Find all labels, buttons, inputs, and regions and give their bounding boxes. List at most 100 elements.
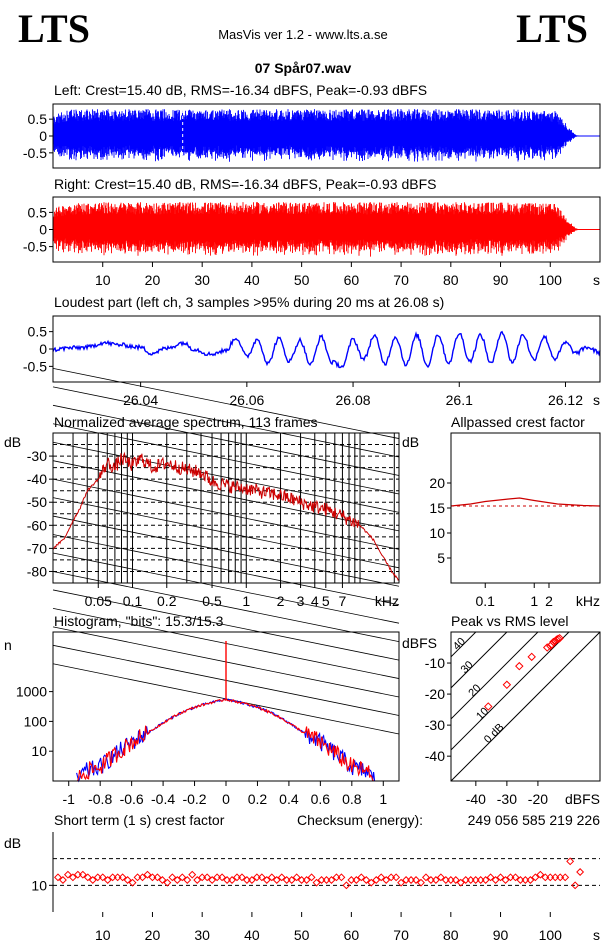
short-term-crest-ytick-label: 10	[31, 877, 47, 893]
allpassed-xtick-label: 2	[545, 593, 553, 609]
short-term-crest-point	[342, 881, 351, 890]
short-term-crest-point	[118, 873, 127, 882]
peak-vs-rms-plot: 40 30 20 100 dB dBFS dBFS -10 -20 -30 -40 -40 -30 -2…	[402, 631, 601, 807]
allpassed-x-unit: kHz	[576, 593, 600, 609]
short-term-crest-point	[551, 873, 560, 882]
spectrum-ytick-label: -70	[27, 540, 47, 556]
loudest-ytick-label: 0	[39, 341, 47, 357]
short-term-crest-point	[68, 873, 77, 882]
allpassed-crest-plot: dB 20 15 10 5 0.1 1 2 kHz	[402, 432, 601, 609]
short-term-crest-point	[193, 876, 202, 884]
short-term-crest-point	[108, 873, 117, 882]
short-term-crest-xtick-label: 50	[294, 927, 310, 943]
left-ytick-label: 0.5	[28, 111, 48, 127]
short-term-crest-point	[521, 876, 530, 884]
short-term-crest-point	[242, 876, 251, 884]
loudest-xtick-label: 26.04	[123, 392, 158, 408]
short-term-crest-point	[466, 876, 475, 884]
right-xtick-label: 10	[95, 272, 111, 288]
short-term-crest-point	[531, 873, 540, 882]
short-term-crest-xtick-label: 70	[393, 927, 409, 943]
short-term-crest-xtick-label: 100	[539, 927, 563, 943]
histogram-ytick-label: 10	[31, 743, 47, 759]
spectrum-xtick-label: 0.1	[123, 593, 143, 609]
spectrum-slope-line	[52, 404, 400, 476]
short-term-crest-point	[377, 873, 386, 882]
short-term-crest-point	[362, 876, 371, 884]
short-term-crest-point	[431, 876, 440, 884]
short-term-crest-point	[481, 876, 490, 884]
histogram-xtick-label: 0.6	[311, 791, 331, 807]
short-term-crest-point	[317, 876, 326, 884]
app-title: MasVis ver 1.2 - www.lts.a.se	[218, 27, 388, 42]
short-term-crest-point	[58, 876, 67, 884]
short-term-crest-point	[541, 873, 550, 882]
allpassed-crest-title: Allpassed crest factor	[451, 414, 585, 430]
short-term-crest-xtick-label: 40	[244, 927, 260, 943]
short-term-crest-point	[247, 876, 256, 884]
histogram-xtick-label: 0	[222, 791, 230, 807]
short-term-crest-point	[133, 873, 142, 882]
short-term-crest-point	[471, 876, 480, 884]
peak-vs-rms-ylabel: dBFS	[402, 635, 437, 651]
loudest-part-title: Loudest part (left ch, 3 samples >95% du…	[54, 294, 444, 310]
allpassed-xtick-label: 0.1	[476, 593, 496, 609]
spectrum-xtick-label: 0.2	[157, 593, 177, 609]
short-term-crest-point	[412, 876, 420, 884]
file-name: 07 Spår07.wav	[255, 60, 352, 76]
short-term-crest-point	[198, 873, 207, 882]
peak-vs-rms-point	[553, 634, 563, 644]
peak-vs-rms-diagonal-label: 20	[466, 682, 483, 699]
short-term-crest-title: Short term (1 s) crest factor	[54, 812, 225, 828]
peak-vs-rms-xlabel: dBFS	[565, 791, 600, 807]
spectrum-frame	[52, 432, 400, 584]
short-term-crest-point	[128, 878, 137, 887]
short-term-crest-point	[571, 881, 580, 890]
short-term-crest-point	[496, 873, 505, 882]
right-xtick-label: 60	[344, 272, 360, 288]
short-term-crest-point	[446, 876, 455, 884]
short-term-crest-point	[302, 876, 311, 884]
short-term-crest-xtick-label: 20	[145, 927, 161, 943]
short-term-crest-xtick-label: 60	[344, 927, 360, 943]
allpassed-xtick-label: 1	[530, 593, 538, 609]
peak-vs-rms-diagonal	[451, 632, 600, 781]
histogram-ytick-label: 1000	[16, 684, 47, 700]
right-ytick-label: 0	[39, 222, 47, 238]
short-term-crest-point	[103, 876, 112, 884]
short-term-crest-point	[322, 876, 331, 884]
spectrum-xtick-label: 0.05	[85, 593, 112, 609]
allpassed-ytick-label: 5	[437, 550, 445, 566]
spectrum-trace	[52, 451, 400, 581]
checksum-value: 249 056 585 219 226	[468, 812, 601, 828]
short-term-crest-point	[392, 873, 401, 882]
short-term-crest-point	[88, 876, 97, 884]
short-term-crest-point	[223, 876, 232, 884]
spectrum-ylabel: dB	[4, 434, 21, 450]
short-term-crest-point	[267, 873, 276, 882]
left-trace	[52, 109, 580, 162]
loudest-x-unit: s	[593, 392, 600, 408]
peak-vs-rms-diagonal-label: 10	[474, 705, 491, 722]
short-term-crest-point	[292, 873, 301, 882]
short-term-crest-point	[233, 873, 241, 882]
loudest-xtick-label: 26.08	[336, 392, 371, 408]
loudest-xtick-label: 26.06	[229, 392, 264, 408]
short-term-crest-point	[252, 873, 261, 882]
peak-vs-rms-point	[502, 680, 512, 690]
histogram-ylabel: n	[4, 637, 12, 653]
short-term-crest-point	[113, 873, 122, 882]
histogram-right-trace	[76, 698, 375, 782]
peak-vs-rms-point	[527, 652, 536, 662]
peak-vs-rms-ytick-label: -10	[425, 655, 445, 671]
short-term-crest-point	[138, 873, 147, 882]
short-term-crest-point	[436, 873, 445, 882]
right-xtick-label: 70	[393, 272, 409, 288]
short-term-crest-point	[203, 873, 212, 882]
short-term-crest-point	[143, 870, 152, 879]
short-term-crest-point	[168, 873, 177, 882]
histogram-xtick-label: -0.2	[182, 791, 206, 807]
histogram-xtick-label: 0.4	[279, 791, 299, 807]
short-term-crest-point	[556, 873, 565, 882]
peak-vs-rms-diagonal-label: 30	[459, 659, 476, 676]
